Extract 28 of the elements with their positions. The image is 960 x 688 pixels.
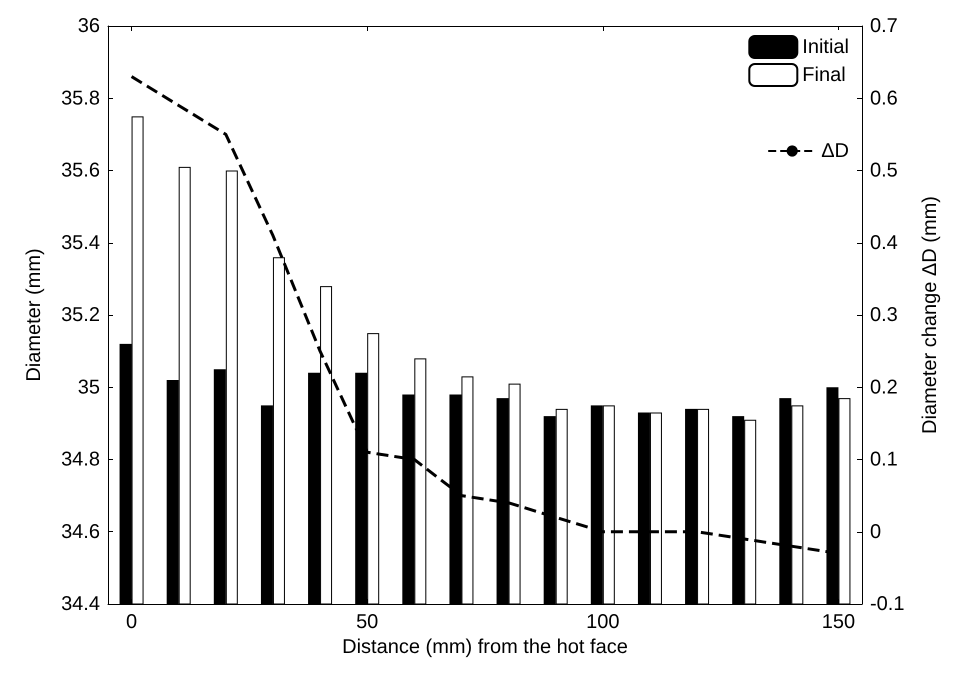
y2-tick-label: 0.2: [870, 376, 898, 398]
y-axis-title: Diameter (mm): [23, 248, 45, 382]
y2-tick-label: 0.7: [870, 15, 898, 37]
legend-label: ΔD: [821, 140, 850, 162]
legend-label: Initial: [802, 36, 850, 58]
y2-tick-label: 0.5: [870, 160, 898, 182]
y2-tick-label: 0.1: [870, 448, 898, 470]
y2-tick-label: -0.1: [870, 593, 904, 615]
y-tick-label: 35.2: [61, 304, 100, 326]
y2-tick-label: 0.3: [870, 304, 898, 326]
legend-label: Final: [802, 64, 846, 86]
y2-tick-label: 0.6: [870, 87, 898, 110]
x-axis-title: Distance (mm) from the hot face: [342, 636, 628, 658]
x-tick-label: 100: [586, 611, 620, 633]
y-tick-label: 35.8: [61, 87, 100, 110]
y-tick-label: 35: [78, 376, 100, 398]
y2-tick-label: 0.4: [870, 232, 898, 254]
y-tick-label: 34.6: [61, 520, 100, 543]
x-tick-label: 0: [126, 611, 138, 633]
y-tick-label: 36: [78, 15, 100, 37]
y-tick-label: 34.8: [61, 448, 100, 470]
y-tick-label: 34.4: [61, 593, 100, 615]
x-tick-label: 150: [822, 611, 856, 633]
x-tick-label: 50: [356, 611, 378, 633]
y-tick-label: 35.4: [61, 232, 100, 254]
y2-tick-label: 0: [870, 520, 882, 543]
y-tick-label: 35.6: [61, 160, 100, 182]
y2-axis-title: Diameter change ΔD (mm): [919, 196, 941, 434]
